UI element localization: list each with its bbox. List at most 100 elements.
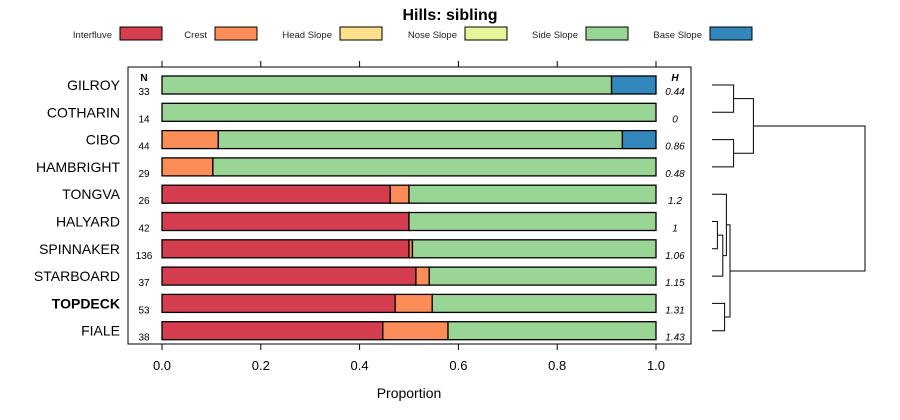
row-label: COTHARIN bbox=[47, 104, 120, 120]
h-value: 0.48 bbox=[665, 169, 685, 180]
x-tick-label: 0.2 bbox=[252, 358, 270, 373]
h-value: 1.2 bbox=[668, 196, 682, 207]
legend-swatch-head-slope bbox=[339, 26, 383, 41]
row-gilroy: GILROY 33 0.44 bbox=[67, 75, 685, 98]
bar-segment-interfluve bbox=[161, 266, 417, 286]
x-axis: 0.0 0.2 0.4 0.6 0.8 1.0 bbox=[153, 344, 665, 373]
n-value: 14 bbox=[138, 114, 150, 125]
dendrogram bbox=[712, 84, 866, 332]
h-value: 1.43 bbox=[665, 333, 685, 344]
dendrogram-branch bbox=[712, 84, 735, 113]
row-hambright: HAMBRIGHT 29 0.48 bbox=[36, 157, 685, 180]
row-label: FIALE bbox=[81, 323, 120, 339]
n-value: 44 bbox=[138, 142, 150, 153]
dendrogram-branch bbox=[730, 125, 866, 272]
bar-segment-side-slope bbox=[447, 321, 657, 341]
bar-segment-crest bbox=[161, 129, 219, 150]
row-label: TONGVA bbox=[62, 186, 120, 202]
bar-segment-side-slope bbox=[217, 129, 624, 150]
h-column-header: H bbox=[671, 73, 679, 84]
bar-segment-crest bbox=[382, 321, 449, 341]
bar-segment-side-slope bbox=[428, 266, 657, 286]
dendrogram-branch bbox=[712, 193, 727, 257]
row-tongva: TONGVA 26 1.2 bbox=[62, 184, 682, 207]
row-label: SPINNAKER bbox=[39, 241, 120, 257]
legend-swatch-interfluve bbox=[119, 26, 163, 41]
h-value: 1 bbox=[672, 224, 678, 235]
dendrogram-branch bbox=[724, 224, 731, 318]
x-tick-label: 1.0 bbox=[647, 358, 665, 373]
row-halyard: HALYARD 42 1 bbox=[56, 211, 678, 235]
x-tick-label: 0.4 bbox=[351, 358, 369, 373]
bar-segment-crest bbox=[415, 266, 430, 286]
bar-segment-side-slope bbox=[408, 211, 657, 232]
legend-swatch-side-slope bbox=[585, 26, 629, 41]
bar-segment-interfluve bbox=[161, 184, 391, 204]
n-value: 26 bbox=[138, 196, 150, 207]
n-value: 37 bbox=[138, 278, 150, 289]
dendrogram-branch bbox=[712, 221, 718, 250]
bar-segment-side-slope bbox=[411, 239, 657, 259]
bar-segment-crest bbox=[389, 184, 410, 204]
plot-frame bbox=[127, 66, 692, 345]
h-value: 1.06 bbox=[665, 251, 685, 262]
bar-segment-side-slope bbox=[161, 102, 657, 122]
dendrogram-branch bbox=[712, 139, 735, 168]
dendrogram-branch bbox=[712, 302, 726, 332]
row-label: GILROY bbox=[67, 77, 121, 93]
n-value: 53 bbox=[138, 305, 150, 316]
bar-segment-side-slope bbox=[408, 184, 657, 204]
bar-segment-interfluve bbox=[161, 321, 384, 341]
n-value: 38 bbox=[138, 333, 150, 344]
legend-label-base-slope: Base Slope bbox=[653, 30, 702, 41]
legend-swatch-base-slope bbox=[709, 26, 753, 41]
bar-segment-side-slope bbox=[212, 157, 657, 177]
row-label: STARBOARD bbox=[34, 268, 120, 284]
n-value: 42 bbox=[138, 224, 150, 235]
row-label: TOPDECK bbox=[52, 295, 120, 311]
row-label: HALYARD bbox=[56, 214, 120, 230]
bar-segment-crest bbox=[161, 157, 214, 177]
legend-label-side-slope: Side Slope bbox=[532, 30, 578, 41]
h-value: 1.15 bbox=[665, 278, 685, 289]
row-cotharin: COTHARIN 14 0 bbox=[47, 102, 678, 125]
x-tick-label: 0.8 bbox=[548, 358, 566, 373]
n-value: 29 bbox=[138, 169, 150, 180]
h-value: 0.44 bbox=[665, 87, 685, 98]
row-spinnaker: SPINNAKER 136 1.06 bbox=[39, 239, 685, 262]
bar-segment-base-slope bbox=[610, 75, 657, 95]
rows: GILROY 33 0.44 COTHARIN 14 0 CIBO 44 0.86 HAMBRIG… bbox=[34, 75, 685, 344]
h-value: 0 bbox=[672, 114, 678, 125]
row-starboard: STARBOARD 37 1.15 bbox=[34, 266, 685, 289]
legend-swatch-nose-slope bbox=[464, 26, 508, 41]
n-column-header: N bbox=[140, 73, 147, 84]
legend-label-head-slope: Head Slope bbox=[282, 30, 332, 41]
bar-segment-base-slope bbox=[621, 129, 657, 150]
legend-label-crest: Crest bbox=[184, 30, 207, 41]
row-label: HAMBRIGHT bbox=[36, 159, 120, 175]
bar-segment-side-slope bbox=[431, 293, 657, 314]
n-value: 33 bbox=[138, 87, 150, 98]
n-value: 136 bbox=[136, 251, 153, 262]
bar-segment-side-slope bbox=[161, 75, 613, 95]
h-value: 0.86 bbox=[665, 142, 685, 153]
chart-title: Hills: sibling bbox=[402, 7, 497, 24]
x-tick-label: 0.0 bbox=[153, 358, 171, 373]
row-topdeck: TOPDECK 53 1.31 bbox=[52, 293, 685, 316]
legend-swatch-crest bbox=[214, 26, 258, 41]
row-cibo: CIBO 44 0.86 bbox=[86, 129, 685, 153]
bar-segment-crest bbox=[394, 293, 433, 314]
x-axis-label: Proportion bbox=[377, 385, 442, 401]
legend-label-nose-slope: Nose Slope bbox=[408, 30, 457, 41]
h-value: 1.31 bbox=[665, 305, 684, 316]
top-ticks bbox=[161, 61, 657, 67]
row-label: CIBO bbox=[86, 132, 120, 148]
bar-segment-interfluve bbox=[161, 293, 396, 314]
legend-label-interfluve: Interfluve bbox=[73, 30, 112, 41]
x-tick-label: 0.6 bbox=[449, 358, 467, 373]
bar-segment-interfluve bbox=[161, 239, 410, 259]
bar-segment-interfluve bbox=[161, 211, 410, 232]
row-fiale: FIALE 38 1.43 bbox=[81, 321, 685, 344]
legend: Interfluve Crest Head Slope Nose Slope Side … bbox=[73, 26, 753, 41]
